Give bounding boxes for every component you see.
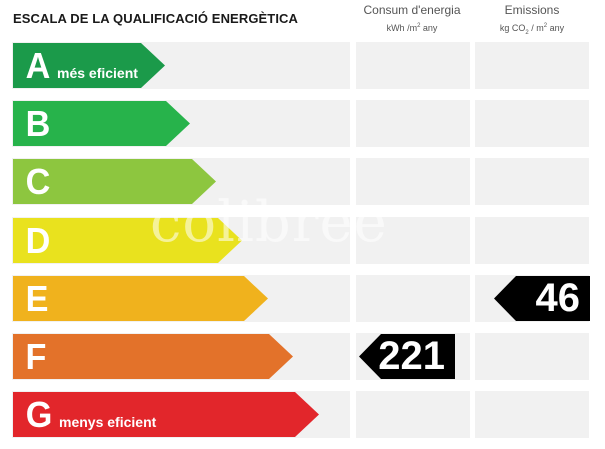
emissions-value-badge: 46 — [494, 276, 590, 321]
band-arrow-b: B — [13, 101, 190, 146]
consum-column-header: Consum d'energia kWh /m2 any — [355, 3, 469, 34]
band-letter: E — [25, 277, 49, 319]
band-sublabel: més eficient — [57, 64, 138, 81]
consum-cell — [356, 42, 470, 89]
emissions-header-label: Emissions — [504, 3, 560, 17]
band-arrow-e: E — [13, 276, 268, 321]
emissions-cell — [475, 42, 589, 89]
band-letter: B — [25, 102, 51, 144]
emissions-cell — [475, 158, 589, 205]
band-letter: C — [25, 160, 51, 202]
emissions-header-unit: kg CO2 / m2 any — [499, 23, 565, 36]
band-letter: G — [25, 393, 53, 435]
consum-cell — [356, 275, 470, 322]
band-sublabel: menys eficient — [59, 413, 157, 430]
emissions-cell — [475, 217, 589, 264]
consum-value-badge: 221 — [359, 334, 455, 379]
consum-header-unit: kWh /m2 any — [386, 23, 438, 33]
band-letter: D — [25, 219, 51, 261]
band-letter: A — [25, 44, 51, 86]
consum-cell — [356, 391, 470, 438]
band-arrow-c: C — [13, 159, 216, 204]
emissions-cell — [475, 391, 589, 438]
band-letter: F — [25, 335, 47, 377]
consum-cell — [356, 217, 470, 264]
emissions-cell — [475, 100, 589, 147]
band-arrow-d: D — [13, 218, 242, 263]
emissions-cell — [475, 333, 589, 380]
consum-cell — [356, 100, 470, 147]
consum-cell — [356, 158, 470, 205]
scale-title: ESCALA DE LA QUALIFICACIÓ ENERGÈTICA — [13, 11, 299, 26]
consum-header-label: Consum d'energia — [363, 3, 461, 17]
emissions-column-header: Emissions kg CO2 / m2 any — [475, 3, 589, 39]
band-arrow-f: F — [13, 334, 293, 379]
